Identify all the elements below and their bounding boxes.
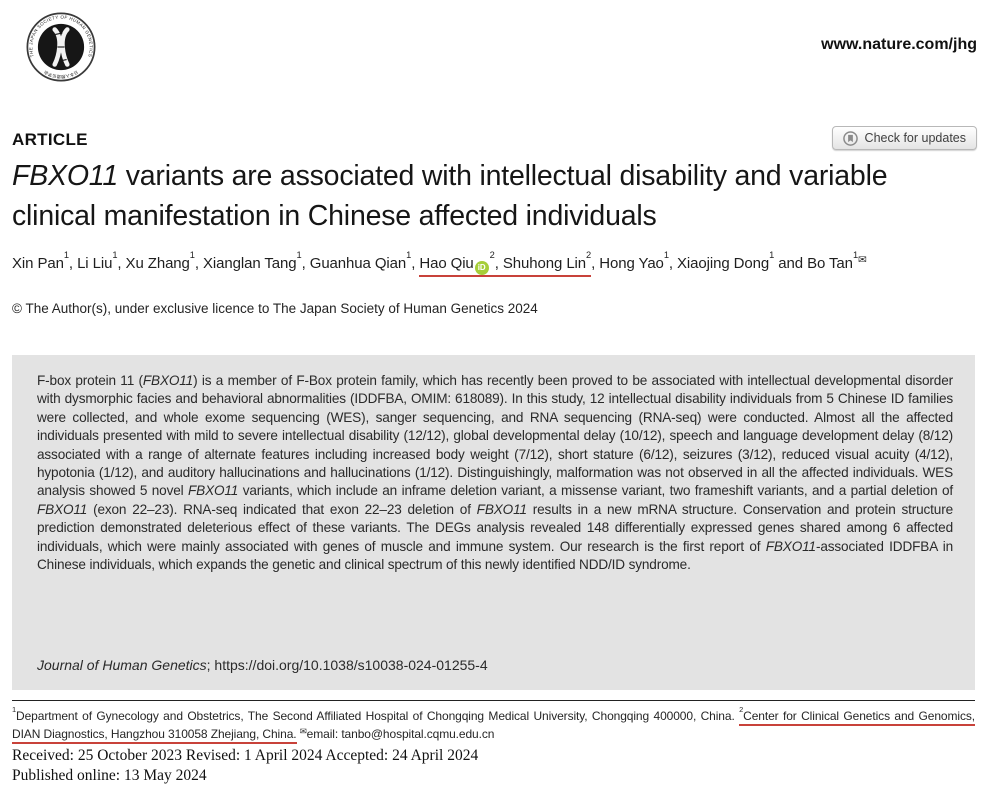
affiliations-footnote: 1Department of Gynecology and Obstetrics… [12,704,975,744]
article-kicker: ARTICLE [12,130,88,149]
crossmark-icon [842,130,858,146]
citation-line: Journal of Human Genetics; https://doi.o… [37,657,488,673]
published-date: Published online: 13 May 2024 [12,767,207,784]
copyright-line: © The Author(s), under exclusive licence… [12,301,538,316]
abstract-box: F-box protein 11 (FBXO11) is a member of… [12,355,975,690]
history-dates: Received: 25 October 2023 Revised: 1 Apr… [12,747,479,764]
author-list: Xin Pan1, Li Liu1, Xu Zhang1, Xianglan T… [12,250,987,277]
check-for-updates-label: Check for updates [864,131,966,145]
abstract-text: F-box protein 11 (FBXO11) is a member of… [37,373,954,573]
email-icon[interactable]: ✉ [858,254,867,267]
article-dates: Received: 25 October 2023 Revised: 1 Apr… [12,746,975,786]
article-title: FBXO11 variants are associated with inte… [12,160,888,232]
journal-url: www.nature.com/jhg [821,36,977,53]
email-icon[interactable]: ✉ [299,726,307,737]
orcid-icon[interactable]: iD [474,261,489,275]
check-for-updates-button[interactable]: Check for updates [831,126,977,150]
footnote-divider [12,700,975,701]
jshg-logo: THE JAPAN SOCIETY OF HUMAN GENETICS 日本人類… [26,12,96,82]
